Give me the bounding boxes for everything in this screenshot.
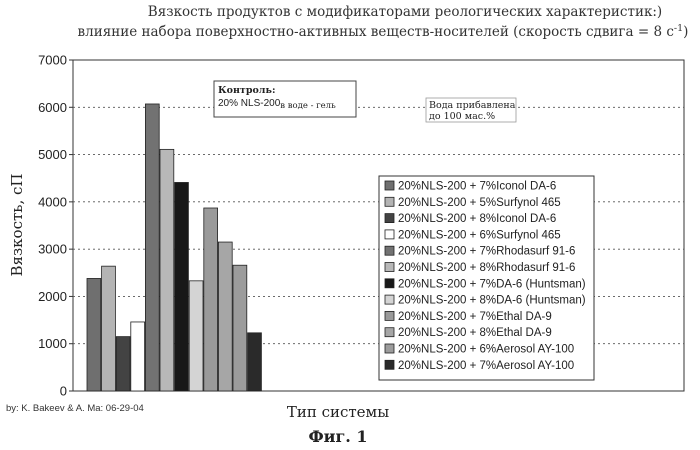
legend-label: 20%NLS-200 + 8%Iconol DA-6 bbox=[398, 213, 556, 225]
bar-8 bbox=[188, 280, 204, 392]
legend-swatch bbox=[384, 359, 395, 370]
legend-label: 20%NLS-200 + 7%Ethal DA-9 bbox=[398, 311, 552, 323]
legend-label: 20%NLS-200 + 6%Aerosol AY-100 bbox=[398, 344, 574, 356]
control-label: Контроль: bbox=[218, 85, 275, 96]
bar-6 bbox=[159, 148, 175, 392]
legend-label: 20%NLS-200 + 7%Aerosol AY-100 bbox=[398, 360, 574, 372]
y-tick-label: 4000 bbox=[38, 194, 67, 209]
bar-series bbox=[86, 103, 262, 392]
legend-swatch bbox=[384, 262, 395, 272]
bar-3 bbox=[115, 336, 131, 392]
chart-title-line-1: Вязкость продуктов с модификаторами реол… bbox=[148, 4, 662, 20]
x-axis-label: Тип системы bbox=[287, 403, 389, 421]
bar-10 bbox=[217, 241, 233, 392]
chart-title-superscript: -1 bbox=[674, 23, 683, 34]
bar-12 bbox=[247, 332, 262, 392]
legend-swatch bbox=[384, 180, 395, 191]
legend-swatch bbox=[384, 213, 395, 224]
legend-swatch bbox=[384, 294, 395, 305]
legend-swatch bbox=[384, 229, 395, 240]
control-box bbox=[213, 80, 357, 118]
water-box bbox=[425, 97, 517, 123]
legend-label: 20%NLS-200 + 8%Rhodasurf 91-6 bbox=[398, 262, 575, 274]
water-line-1: Вода прибавлена bbox=[429, 100, 516, 111]
legend-label: 20%NLS-200 + 5%Surfynol 465 bbox=[398, 197, 561, 209]
y-axis-label: Вязкость, сП bbox=[8, 174, 26, 277]
control-text-main: 20% NLS-200 bbox=[218, 98, 281, 109]
chart-title-line-2-text: влияние набора поверхностно-активных вещ… bbox=[78, 24, 674, 40]
bar-1 bbox=[86, 278, 102, 392]
legend-swatch bbox=[384, 310, 395, 321]
water-annotation: Вода прибавлена до 100 мас.% bbox=[425, 97, 517, 123]
legend-label: 20%NLS-200 + 7%DA-6 (Huntsman) bbox=[398, 278, 586, 290]
credit-text: by: K. Bakeev & A. Ma: 06-29-04 bbox=[6, 403, 144, 414]
figure-caption: Фиг. 1 bbox=[308, 427, 367, 446]
legend-swatch bbox=[384, 196, 395, 207]
bar-7 bbox=[174, 182, 189, 392]
y-tick-label: 6000 bbox=[38, 100, 67, 115]
y-tick-label: 7000 bbox=[38, 53, 67, 68]
legend-label: 20%NLS-200 + 7%Iconol DA-6 bbox=[398, 181, 556, 193]
y-axis-ticks: 0 1000 2000 3000 4000 5000 6000 7000 bbox=[38, 53, 73, 399]
bar-11 bbox=[232, 264, 248, 392]
bar-9 bbox=[203, 207, 219, 392]
legend-swatch bbox=[384, 245, 395, 256]
chart-title-line-2: влияние набора поверхностно-активных вещ… bbox=[78, 23, 689, 40]
legend-label: 20%NLS-200 + 6%Surfynol 465 bbox=[398, 229, 561, 241]
bar-2 bbox=[101, 265, 116, 392]
legend-swatch bbox=[384, 278, 395, 289]
y-tick-label: 5000 bbox=[38, 147, 67, 162]
y-tick-label: 1000 bbox=[38, 336, 67, 351]
y-tick-label: 2000 bbox=[38, 289, 67, 304]
legend-label: 20%NLS-200 + 8%DA-6 (Huntsman) bbox=[398, 295, 586, 307]
control-text: 20% NLS-200в воде - гель bbox=[218, 98, 336, 111]
control-annotation: Контроль: 20% NLS-200в воде - гель bbox=[213, 80, 357, 118]
y-tick-label: 0 bbox=[60, 384, 67, 399]
bar-5 bbox=[144, 103, 160, 392]
legend-swatch bbox=[384, 327, 395, 338]
control-text-sub: в воде - гель bbox=[280, 101, 336, 111]
legend-label: 20%NLS-200 + 8%Ethal DA-9 bbox=[398, 327, 552, 339]
y-tick-label: 3000 bbox=[38, 242, 67, 257]
legend-label: 20%NLS-200 + 7%Rhodasurf 91-6 bbox=[398, 246, 575, 258]
chart-title-close: ) bbox=[683, 24, 688, 40]
legend: 20%NLS-200 + 7%Iconol DA-6 20%NLS-200 + 5… bbox=[384, 180, 586, 372]
legend-box bbox=[378, 175, 595, 381]
water-line-2: до 100 мас.% bbox=[429, 111, 495, 122]
legend-swatch bbox=[384, 343, 395, 354]
bar-4 bbox=[130, 321, 146, 392]
